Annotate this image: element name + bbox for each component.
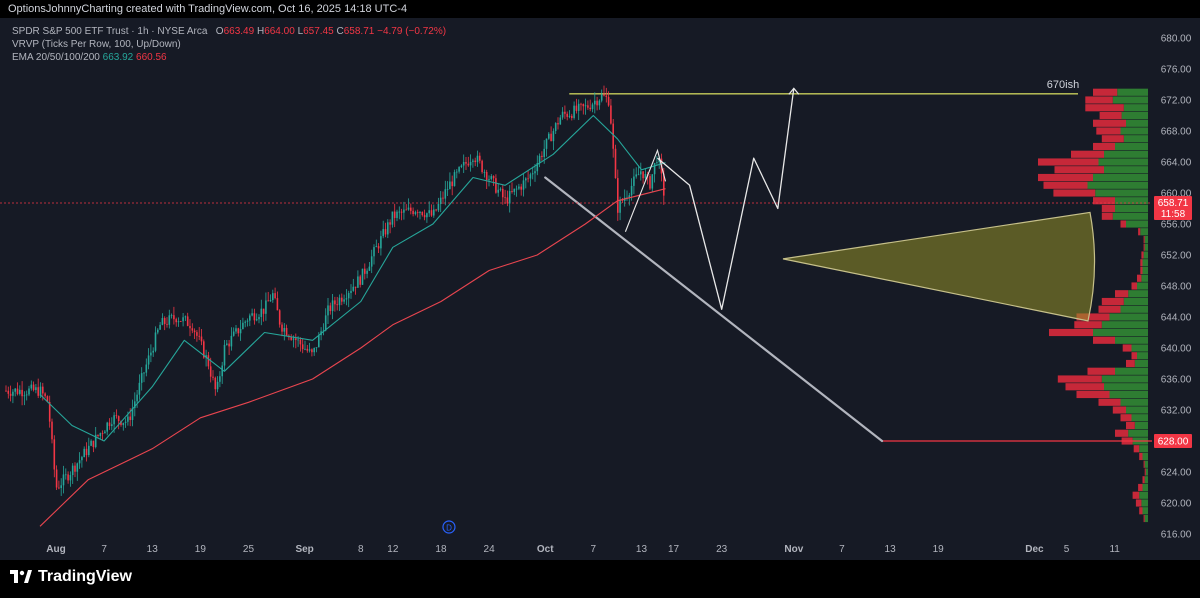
legend-vrvp[interactable]: VRVP (Ticks Per Row, 100, Up/Down) xyxy=(12,39,181,50)
legend-symbol[interactable]: SPDR S&P 500 ETF Trust · 1h · NYSE Arca xyxy=(12,26,208,37)
footer-bar: TradingView xyxy=(0,560,1200,598)
legend-low: 657.45 xyxy=(303,26,334,37)
legend-close-label: C xyxy=(336,26,344,37)
tradingview-brand[interactable]: TradingView xyxy=(10,568,132,586)
legend-high-label: H xyxy=(256,26,265,37)
legend-ema-label[interactable]: EMA 20/50/100/200 xyxy=(12,52,100,63)
legend-open-label: O xyxy=(215,26,224,37)
legend-close: 658.71 xyxy=(343,26,375,37)
attribution-bar: OptionsJohnnyCharting created with Tradi… xyxy=(0,0,1200,18)
chart-panel[interactable] xyxy=(0,18,1200,560)
legend-open: 663.49 xyxy=(223,26,255,37)
legend-ema200: 660.56 xyxy=(136,52,167,63)
legend-ema20: 663.92 xyxy=(102,52,134,63)
attribution-text: OptionsJohnnyCharting created with Tradi… xyxy=(8,3,408,15)
legend-symbol-row: SPDR S&P 500 ETF Trust · 1h · NYSE Arca … xyxy=(12,25,446,38)
legend-low-label: L xyxy=(297,26,304,37)
legend-ema-row: EMA 20/50/100/200 663.92 660.56 xyxy=(12,51,446,64)
tradingview-logo-icon xyxy=(10,570,32,583)
chart-legend: SPDR S&P 500 ETF Trust · 1h · NYSE Arca … xyxy=(12,25,446,64)
legend-change: −4.79 (−0.72%) xyxy=(377,26,447,37)
legend-high: 664.00 xyxy=(264,26,295,37)
brand-name: TradingView xyxy=(38,568,132,585)
